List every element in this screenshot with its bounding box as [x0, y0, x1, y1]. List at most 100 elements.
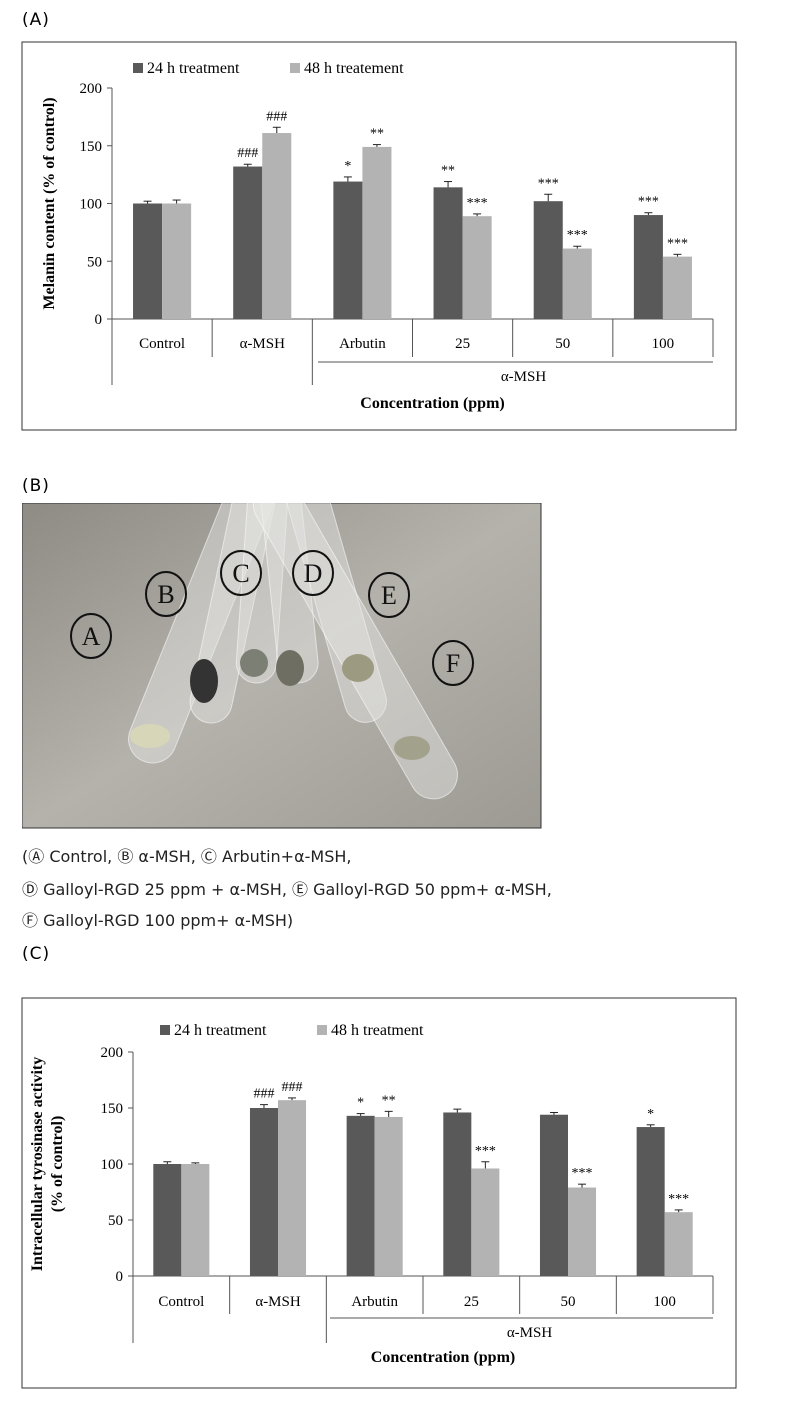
- x-tick-label: 100: [652, 336, 675, 352]
- bar: [636, 1127, 665, 1276]
- group-label: α-MSH: [501, 369, 547, 385]
- x-tick-label: 50: [561, 1294, 576, 1310]
- panel-label: (B): [22, 476, 50, 496]
- bar: [433, 187, 463, 319]
- x-tick-label: Arbutin: [351, 1294, 398, 1310]
- significance: ###: [266, 109, 287, 124]
- significance: ###: [237, 146, 258, 161]
- legend-label: 24 h treatment: [174, 1022, 267, 1039]
- significance: **: [370, 127, 384, 142]
- chart-frame: [21, 997, 737, 1389]
- legend-label: 48 h treatement: [304, 60, 404, 77]
- label-circle: [432, 640, 474, 686]
- photo-label: A: [82, 622, 101, 651]
- error-bar: [243, 163, 252, 167]
- bar: [153, 1164, 182, 1276]
- bar: [533, 201, 563, 319]
- legend-label: 48 h treatment: [331, 1022, 424, 1039]
- label-circle: [368, 572, 410, 618]
- chart: 0 50 100 150 200 α-MSH Concentration (ppm) Mela…: [21, 41, 737, 431]
- y-axis-label: (% of control): [49, 1116, 66, 1213]
- group-label: α-MSH: [507, 1325, 553, 1341]
- bar: [362, 146, 392, 319]
- bar: [333, 181, 363, 319]
- y-tick-label: 150: [80, 139, 103, 155]
- x-tick-label: α-MSH: [240, 336, 286, 352]
- error-bar: [288, 1097, 297, 1101]
- error-bar: [453, 1108, 462, 1113]
- error-bar: [191, 1162, 200, 1164]
- x-axis-label: Concentration (ppm): [371, 1349, 515, 1366]
- pellet: [240, 649, 268, 677]
- legend-swatch: [160, 1025, 170, 1035]
- error-bar: [372, 144, 381, 147]
- y-tick-label: 100: [80, 197, 103, 213]
- bar: [133, 203, 163, 319]
- bar: [662, 256, 692, 319]
- significance: ***: [475, 1144, 496, 1159]
- pellet: [394, 736, 430, 760]
- error-bar: [674, 1209, 683, 1213]
- label-circle: [145, 571, 187, 617]
- x-tick-label: α-MSH: [255, 1294, 301, 1310]
- significance: ***: [538, 176, 559, 191]
- x-tick-label: 50: [555, 336, 570, 352]
- error-bar: [673, 253, 682, 257]
- chart-frame: [21, 41, 737, 431]
- error-bar: [356, 1113, 365, 1116]
- pellet: [130, 724, 170, 748]
- legend-swatch: [290, 63, 300, 73]
- error-bar: [544, 193, 553, 202]
- significance: ***: [638, 195, 659, 210]
- bar: [539, 1114, 568, 1276]
- y-tick-label: 200: [80, 81, 103, 97]
- y-tick-label: 50: [108, 1213, 123, 1229]
- pellet: [342, 654, 374, 682]
- significance: ***: [667, 236, 688, 251]
- significance: ###: [253, 1087, 274, 1102]
- photo: A B C D E F: [22, 503, 542, 829]
- legend-label: 24 h treatment: [147, 60, 240, 77]
- bar: [262, 133, 292, 319]
- bar: [471, 1168, 500, 1276]
- photo-label: F: [446, 649, 460, 678]
- x-tick-label: Control: [139, 336, 185, 352]
- y-axis-label: Intracellular tyrosinase activity: [29, 1057, 46, 1272]
- legend-swatch: [133, 63, 143, 73]
- caption: (Ⓐ Control, Ⓑ α-MSH, Ⓒ Arbutin+α-MSH,: [22, 847, 352, 866]
- label-circle: [292, 550, 334, 596]
- x-tick-label: Control: [158, 1294, 204, 1310]
- bar: [443, 1112, 472, 1276]
- error-bar: [481, 1161, 490, 1169]
- y-tick-label: 100: [101, 1157, 124, 1173]
- significance: **: [441, 164, 455, 179]
- bar: [664, 1212, 693, 1276]
- bar: [374, 1116, 403, 1276]
- error-bar: [143, 200, 152, 204]
- bar: [249, 1108, 278, 1276]
- significance: ***: [572, 1166, 593, 1181]
- caption: Ⓓ Galloyl-RGD 25 ppm + α-MSH, Ⓔ Galloyl-…: [22, 880, 552, 899]
- panel-label: (C): [22, 944, 51, 964]
- bar: [462, 216, 492, 319]
- significance: **: [382, 1093, 396, 1108]
- y-tick-label: 0: [95, 312, 103, 328]
- error-bar: [578, 1183, 587, 1188]
- photo-label: E: [381, 581, 397, 610]
- significance: ***: [668, 1192, 689, 1207]
- x-tick-label: Arbutin: [339, 336, 386, 352]
- bar: [346, 1115, 375, 1276]
- significance: *: [357, 1096, 364, 1111]
- caption: Ⓕ Galloyl-RGD 100 ppm+ α-MSH): [22, 911, 294, 930]
- error-bar: [259, 1104, 268, 1108]
- significance: ###: [282, 1080, 303, 1095]
- error-bar: [573, 245, 582, 249]
- bar: [562, 248, 592, 319]
- label-circle: [220, 550, 262, 596]
- error-bar: [444, 181, 453, 188]
- bar: [633, 215, 663, 319]
- photo-label: D: [304, 559, 323, 588]
- error-bar: [646, 1124, 655, 1128]
- error-bar: [272, 126, 281, 134]
